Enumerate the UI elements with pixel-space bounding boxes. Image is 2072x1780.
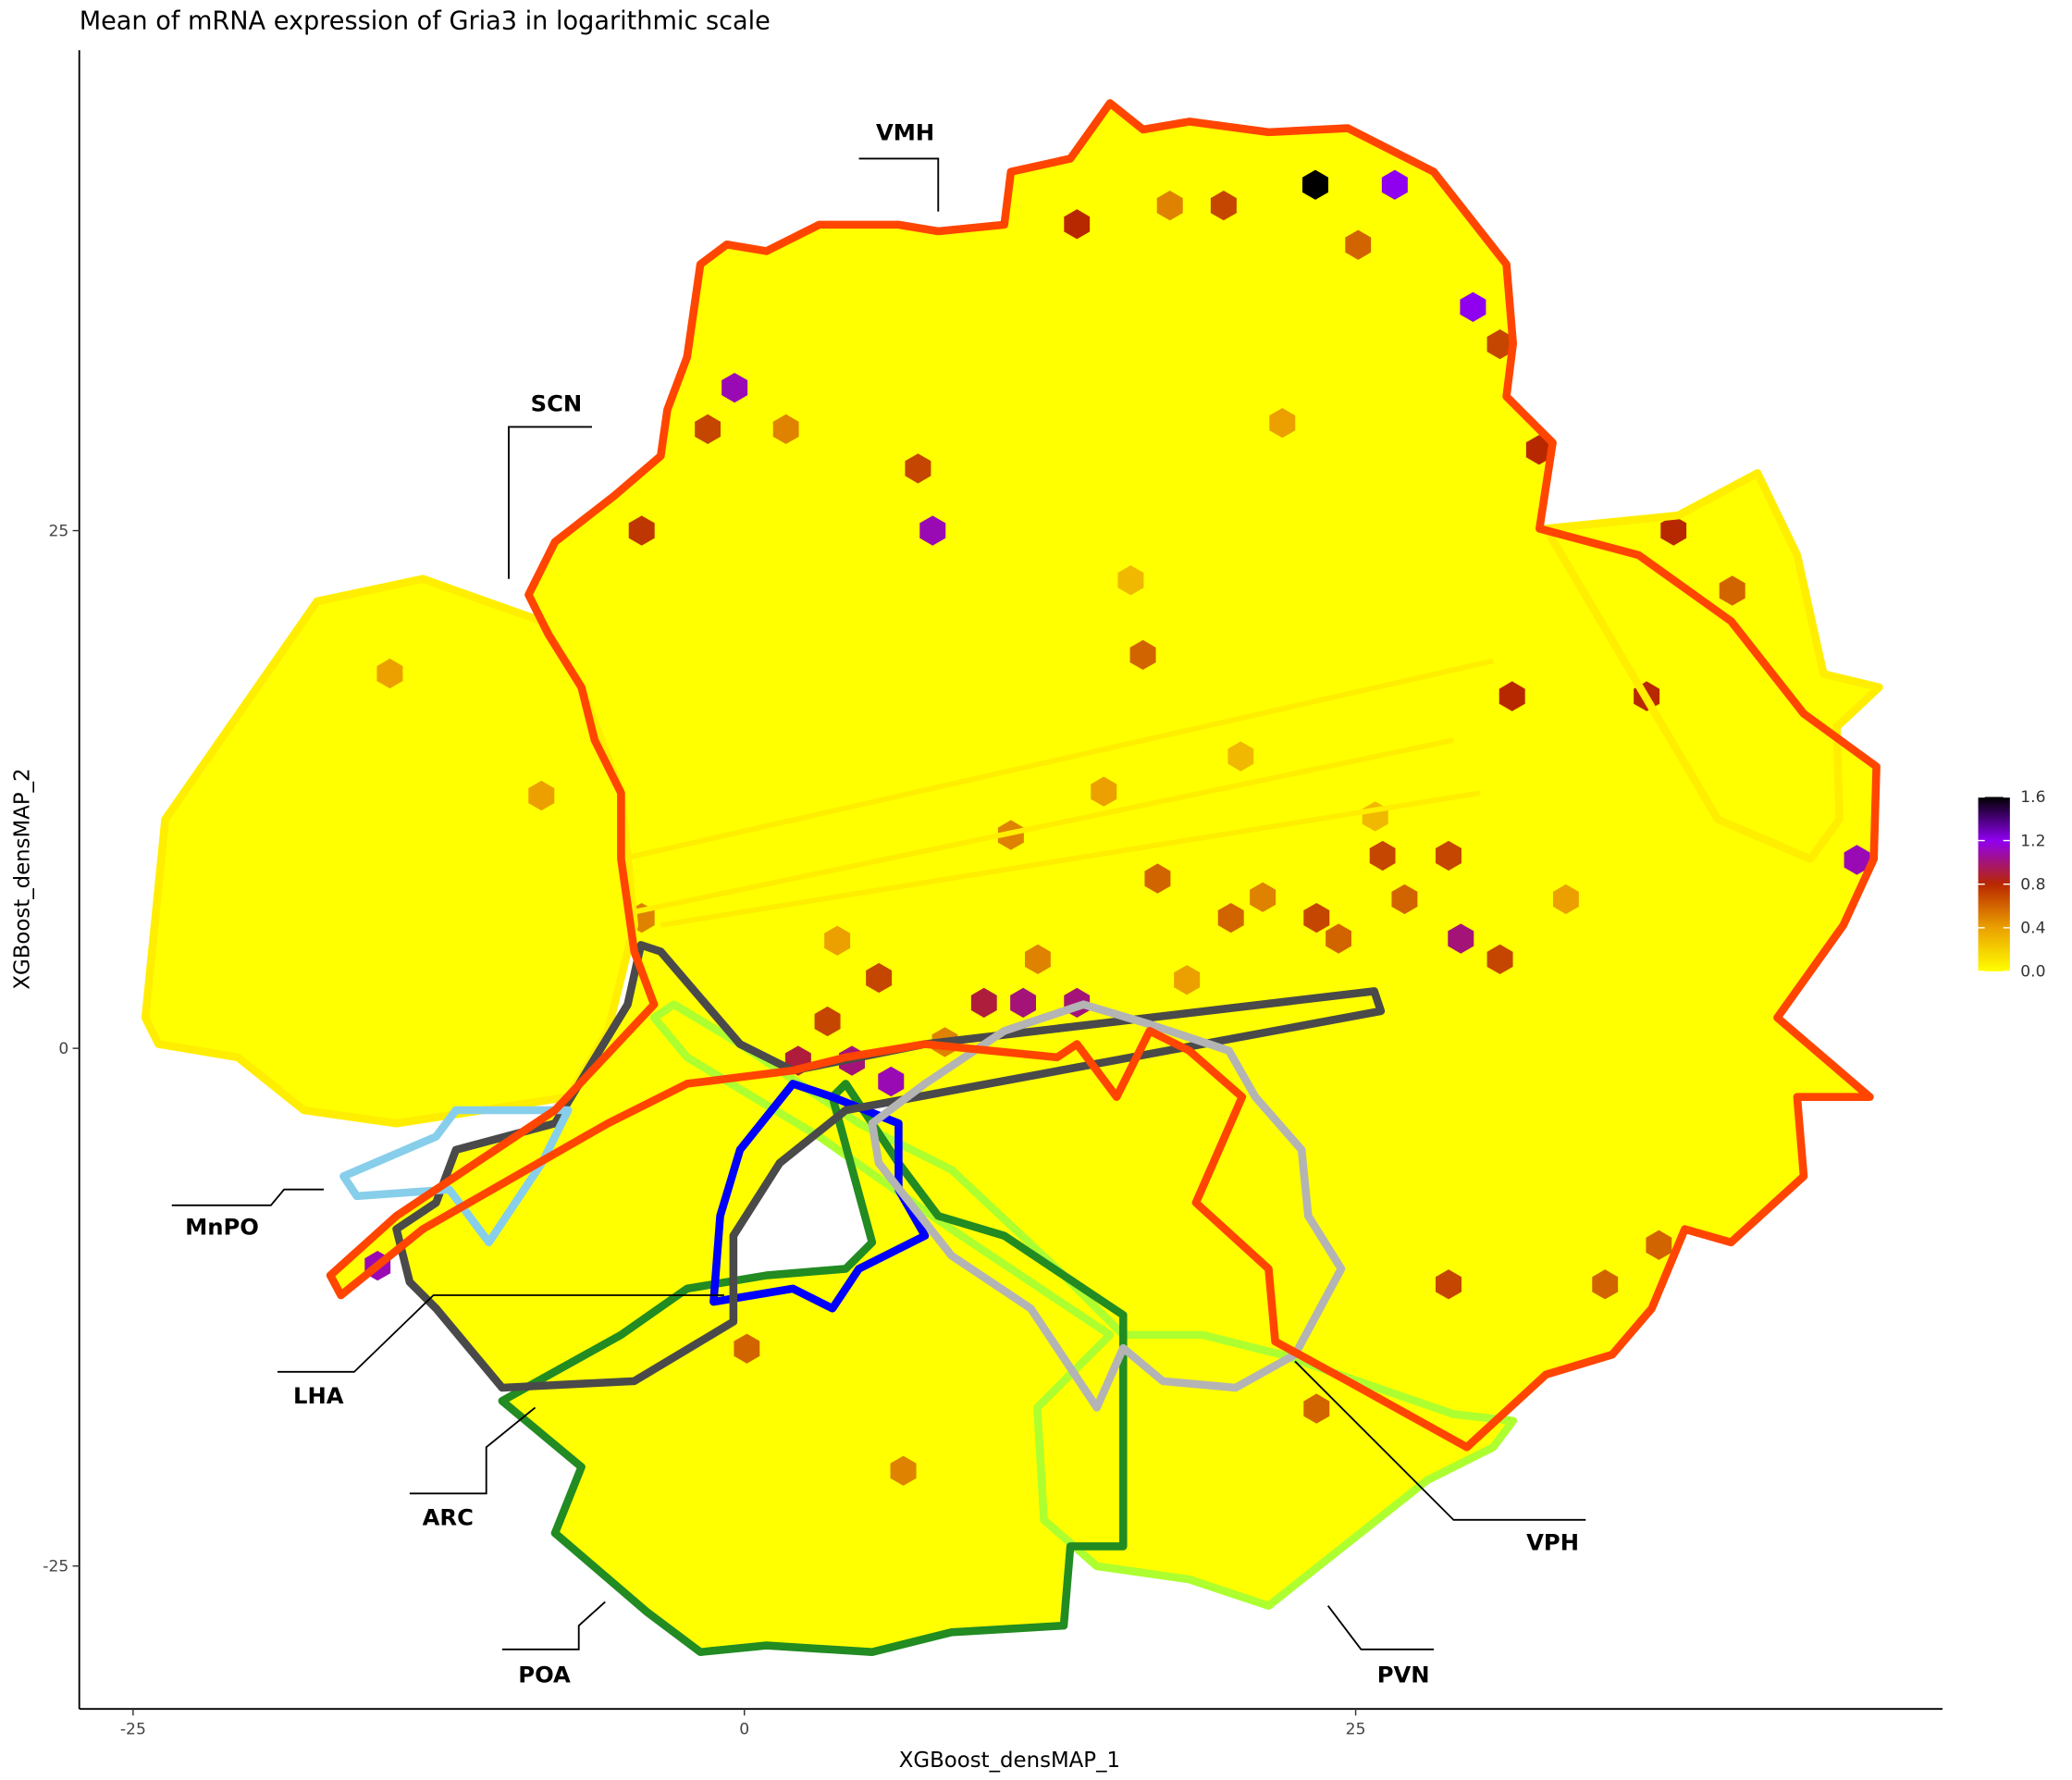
hex <box>772 414 799 444</box>
hex <box>376 658 403 689</box>
hex <box>1144 863 1171 894</box>
hex <box>1156 191 1183 221</box>
hex <box>1592 1269 1619 1300</box>
hex <box>1525 435 1552 465</box>
hex <box>1025 944 1051 974</box>
x-tick-label: 25 <box>1346 1720 1366 1738</box>
hex <box>1646 1230 1672 1260</box>
hex <box>1391 884 1418 915</box>
region-labels: VMH SCN MnPO LHA ARC POA VPH PVN <box>171 118 1586 1688</box>
colorbar-label: 1.2 <box>2020 832 2045 850</box>
hex <box>1217 903 1244 933</box>
region-label: VMH <box>876 118 934 145</box>
expression-area <box>145 103 1880 1652</box>
hex <box>722 373 748 403</box>
hex <box>1436 840 1462 871</box>
hex <box>866 962 893 994</box>
hex <box>1369 840 1396 871</box>
hex <box>1227 741 1254 772</box>
hex <box>814 1006 841 1037</box>
hex <box>1460 291 1486 322</box>
region-label: POA <box>518 1662 571 1688</box>
hex <box>1436 1269 1462 1300</box>
hex <box>1448 923 1474 954</box>
hex <box>1064 209 1091 240</box>
hex <box>824 925 851 956</box>
hex <box>1303 903 1330 933</box>
hex <box>1010 987 1036 1018</box>
colorbar-label: 1.6 <box>2020 788 2045 807</box>
y-axis-title: XGBoost_densMAP_2 <box>10 768 34 989</box>
region-outlines <box>145 103 1879 1651</box>
region-label: SCN <box>531 389 583 416</box>
hex <box>1210 191 1237 221</box>
hex <box>1719 575 1745 606</box>
y-tick-label: 25 <box>48 522 68 540</box>
hex <box>1498 681 1525 711</box>
hex <box>1303 1393 1330 1424</box>
region-label: ARC <box>423 1504 474 1531</box>
region-label: MnPO <box>185 1213 259 1240</box>
hex <box>695 414 721 444</box>
colorbar-label: 0.8 <box>2020 875 2045 894</box>
hex <box>1250 882 1276 912</box>
x-axis-title: XGBoost_densMAP_1 <box>899 1749 1120 1773</box>
hex <box>1302 169 1328 200</box>
hex <box>1174 965 1201 995</box>
hex <box>1660 515 1687 546</box>
x-tick-label: 0 <box>739 1720 749 1738</box>
hex <box>528 780 555 811</box>
hex <box>1269 408 1296 439</box>
colorbar-label: 0.4 <box>2020 920 2045 938</box>
chart-title: Mean of mRNA expression of Gria3 in loga… <box>80 6 771 35</box>
colorbar-label: 0.0 <box>2020 963 2045 982</box>
hex <box>628 515 655 546</box>
y-tick-label: 0 <box>58 1040 68 1058</box>
hex <box>905 453 931 484</box>
hex <box>1117 565 1144 596</box>
region-label: LHA <box>293 1382 344 1409</box>
region-label: VPH <box>1526 1529 1579 1556</box>
hex <box>1129 639 1156 670</box>
hex <box>1486 944 1513 974</box>
hex <box>878 1066 905 1097</box>
region-label: PVN <box>1377 1662 1430 1688</box>
hex <box>1091 776 1117 807</box>
hex <box>1844 845 1870 875</box>
hex <box>919 515 946 546</box>
colorbar: 0.0 0.4 0.8 1.2 1.6 <box>1978 788 2046 982</box>
hex <box>970 987 997 1018</box>
hex <box>890 1455 917 1486</box>
hex <box>734 1333 760 1364</box>
hex <box>1326 923 1351 954</box>
hex <box>1345 229 1372 260</box>
hex <box>1486 329 1513 360</box>
x-tick-label: -25 <box>120 1720 146 1738</box>
hex <box>1553 884 1579 915</box>
y-tick-label: -25 <box>43 1557 68 1576</box>
hex <box>1381 169 1408 200</box>
